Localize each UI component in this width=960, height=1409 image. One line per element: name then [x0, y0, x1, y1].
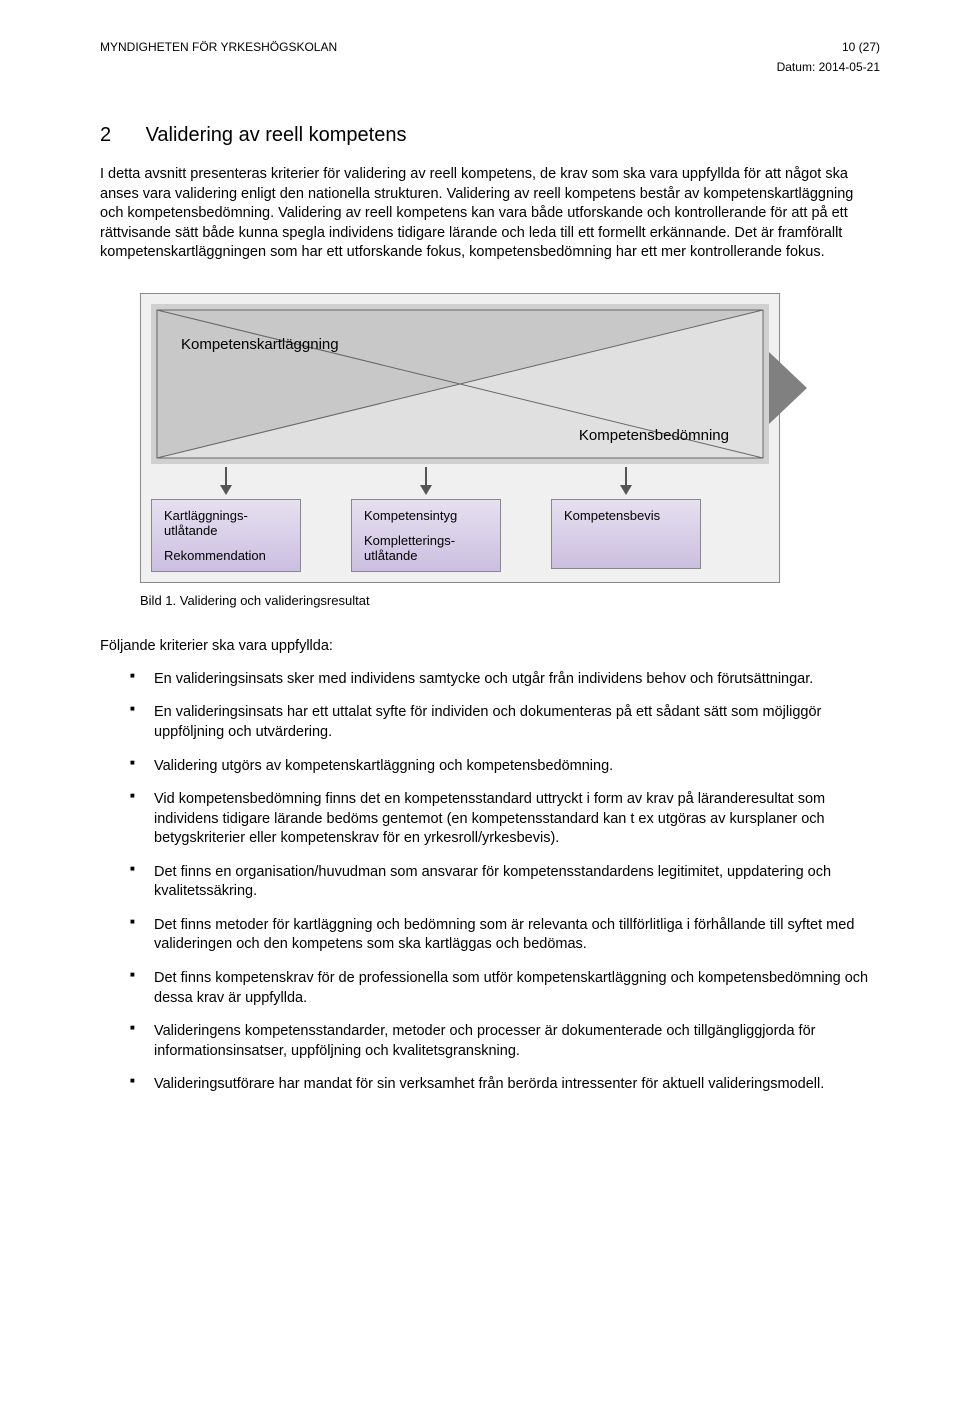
outcome-col-0: Kartläggnings- utlåtande Rekommendation: [151, 499, 301, 572]
down-arrow-icon: [416, 467, 436, 495]
outcome-0-line2: utlåtande: [164, 523, 288, 538]
outcome-1-sub-line1: Kompletterings-: [364, 533, 488, 548]
outcome-box-1: Kompetensintyg Kompletterings- utlåtande: [351, 499, 501, 572]
criteria-item: Det finns kompetenskrav för de professio…: [130, 969, 880, 1008]
criteria-item: Det finns en organisation/huvudman som a…: [130, 863, 880, 902]
outcome-box-0: Kartläggnings- utlåtande Rekommendation: [151, 499, 301, 572]
outcome-1-sub-line2: utlåtande: [364, 548, 488, 563]
criteria-item: En valideringsinsats sker med individens…: [130, 670, 880, 690]
section-title: 2 Validering av reell kompetens: [100, 124, 880, 147]
outcome-1-line1: Kompetensintyg: [364, 508, 488, 523]
outcome-col-1: Kompetensintyg Kompletterings- utlåtande: [351, 499, 501, 572]
section-number: 2: [100, 124, 140, 147]
section-heading: Validering av reell kompetens: [146, 124, 407, 146]
page: MYNDIGHETEN FÖR YRKESHÖGSKOLAN 10 (27) D…: [0, 0, 960, 1169]
diagram-outer: Kompetenskartläggning Kompetensbedömning…: [140, 293, 780, 583]
header-date: Datum: 2014-05-21: [100, 60, 880, 74]
criteria-list: En valideringsinsats sker med individens…: [130, 670, 880, 1095]
outcome-0-sub: Rekommendation: [164, 548, 288, 563]
outcome-2-line1: Kompetensbevis: [564, 508, 688, 523]
diagram-top-label: Kompetenskartläggning: [181, 336, 339, 353]
outcome-col-2: Kompetensbevis: [551, 499, 701, 572]
criteria-item: Validering utgörs av kompetenskartläggni…: [130, 757, 880, 777]
diagram-main: Kompetenskartläggning Kompetensbedömning: [151, 304, 769, 464]
outcome-0-line1: Kartläggnings-: [164, 508, 288, 523]
down-arrow-icon: [616, 467, 636, 495]
diagram-bottom-label: Kompetensbedömning: [579, 427, 729, 444]
diagram-caption: Bild 1. Validering och valideringsresult…: [140, 593, 880, 608]
criteria-intro: Följande kriterier ska vara uppfyllda:: [100, 638, 880, 654]
body-paragraph: I detta avsnitt presenteras kriterier fö…: [100, 165, 880, 263]
page-number: 10 (27): [842, 40, 880, 54]
diagram: Kompetenskartläggning Kompetensbedömning…: [140, 293, 780, 583]
criteria-item: Valideringens kompetensstandarder, metod…: [130, 1022, 880, 1061]
outcome-box-2: Kompetensbevis: [551, 499, 701, 569]
header-row: MYNDIGHETEN FÖR YRKESHÖGSKOLAN 10 (27): [100, 40, 880, 54]
org-name: MYNDIGHETEN FÖR YRKESHÖGSKOLAN: [100, 40, 337, 54]
down-arrow-icon: [216, 467, 236, 495]
criteria-item: En valideringsinsats har ett uttalat syf…: [130, 703, 880, 742]
criteria-item: Valideringsutförare har mandat för sin v…: [130, 1075, 880, 1095]
arrow-right-icon: [769, 352, 807, 424]
criteria-item: Det finns metoder för kartläggning och b…: [130, 916, 880, 955]
outcomes-row: Kartläggnings- utlåtande Rekommendation …: [151, 499, 769, 572]
criteria-item: Vid kompetensbedömning finns det en komp…: [130, 790, 880, 849]
